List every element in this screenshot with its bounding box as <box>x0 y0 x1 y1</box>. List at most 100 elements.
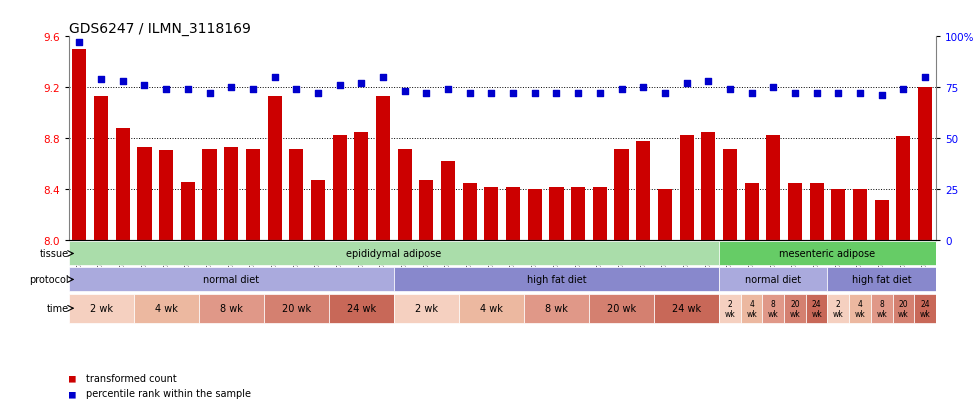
Bar <box>246 149 260 413</box>
Point <box>722 87 738 93</box>
Point <box>136 83 152 89</box>
Point <box>744 91 760 97</box>
Bar <box>893 294 914 323</box>
Bar <box>394 294 459 323</box>
Bar <box>914 294 936 323</box>
Point <box>570 91 586 97</box>
Text: percentile rank within the sample: percentile rank within the sample <box>86 388 251 398</box>
Bar <box>784 294 806 323</box>
Bar <box>827 294 849 323</box>
Text: high fat diet: high fat diet <box>852 275 911 285</box>
Bar <box>589 294 654 323</box>
Point <box>592 91 608 97</box>
Text: transformed count: transformed count <box>86 373 177 383</box>
Point <box>701 79 716 85</box>
Point <box>657 91 672 97</box>
Point <box>917 75 933 81</box>
Bar <box>354 133 368 413</box>
Point <box>354 81 369 87</box>
Point <box>72 40 87 47</box>
Text: 2 wk: 2 wk <box>89 304 113 313</box>
Point <box>159 87 174 93</box>
Point <box>874 93 890 100</box>
Bar <box>636 142 651 413</box>
Text: normal diet: normal diet <box>203 275 260 285</box>
Point <box>896 87 911 93</box>
Text: 8 wk: 8 wk <box>545 304 567 313</box>
Bar <box>264 294 329 323</box>
Point <box>613 87 629 93</box>
Point <box>310 91 325 97</box>
Bar <box>871 294 893 323</box>
Text: GDS6247 / ILMN_3118169: GDS6247 / ILMN_3118169 <box>69 22 251 36</box>
Text: 2 wk: 2 wk <box>415 304 438 313</box>
Bar <box>419 181 433 413</box>
Bar <box>116 129 130 413</box>
Bar <box>745 184 759 413</box>
Point <box>635 85 651 91</box>
Bar <box>701 133 715 413</box>
Bar <box>484 188 499 413</box>
Point <box>223 85 239 91</box>
Text: tissue: tissue <box>39 249 69 259</box>
Bar <box>332 135 347 413</box>
Point <box>115 79 130 85</box>
Point <box>527 91 543 97</box>
Bar <box>524 294 589 323</box>
Text: normal diet: normal diet <box>745 275 802 285</box>
Bar <box>180 182 195 413</box>
Text: 4 wk: 4 wk <box>155 304 177 313</box>
Bar <box>268 97 281 413</box>
Bar <box>69 294 133 323</box>
Point <box>93 77 109 83</box>
Bar <box>159 150 173 413</box>
Bar <box>311 181 325 413</box>
Point <box>679 81 695 87</box>
Bar <box>289 149 304 413</box>
Bar <box>614 149 628 413</box>
Text: 4
wk: 4 wk <box>855 299 865 318</box>
Bar <box>463 184 477 413</box>
Text: high fat diet: high fat diet <box>526 275 586 285</box>
Bar <box>719 268 827 292</box>
Bar <box>593 188 607 413</box>
Bar <box>69 242 719 266</box>
Text: 20
wk: 20 wk <box>790 299 801 318</box>
Bar <box>874 200 889 413</box>
Bar <box>719 242 936 266</box>
Point <box>830 91 846 97</box>
Bar <box>827 268 936 292</box>
Bar <box>506 188 520 413</box>
Bar <box>766 135 780 413</box>
Text: 2
wk: 2 wk <box>724 299 735 318</box>
Point <box>418 91 434 97</box>
Bar <box>658 190 672 413</box>
Bar <box>398 149 412 413</box>
Text: epididymal adipose: epididymal adipose <box>346 249 441 259</box>
Bar <box>788 184 802 413</box>
Bar <box>527 190 542 413</box>
Bar <box>654 294 719 323</box>
Bar <box>133 294 199 323</box>
Bar <box>94 97 108 413</box>
Text: mesenteric adipose: mesenteric adipose <box>779 249 875 259</box>
Bar <box>809 184 824 413</box>
Bar <box>723 149 737 413</box>
Point <box>808 91 824 97</box>
Bar <box>376 97 390 413</box>
Point <box>506 91 521 97</box>
Bar <box>459 294 524 323</box>
Point <box>202 91 218 97</box>
Text: 20 wk: 20 wk <box>281 304 311 313</box>
Text: 24 wk: 24 wk <box>347 304 376 313</box>
Point <box>440 87 456 93</box>
Point <box>245 87 261 93</box>
Text: protocol: protocol <box>29 275 69 285</box>
Point <box>332 83 348 89</box>
Point <box>853 91 868 97</box>
Text: 24
wk: 24 wk <box>811 299 822 318</box>
Point <box>288 87 304 93</box>
Text: 4
wk: 4 wk <box>746 299 757 318</box>
Text: 8 wk: 8 wk <box>220 304 243 313</box>
Text: 20 wk: 20 wk <box>607 304 636 313</box>
